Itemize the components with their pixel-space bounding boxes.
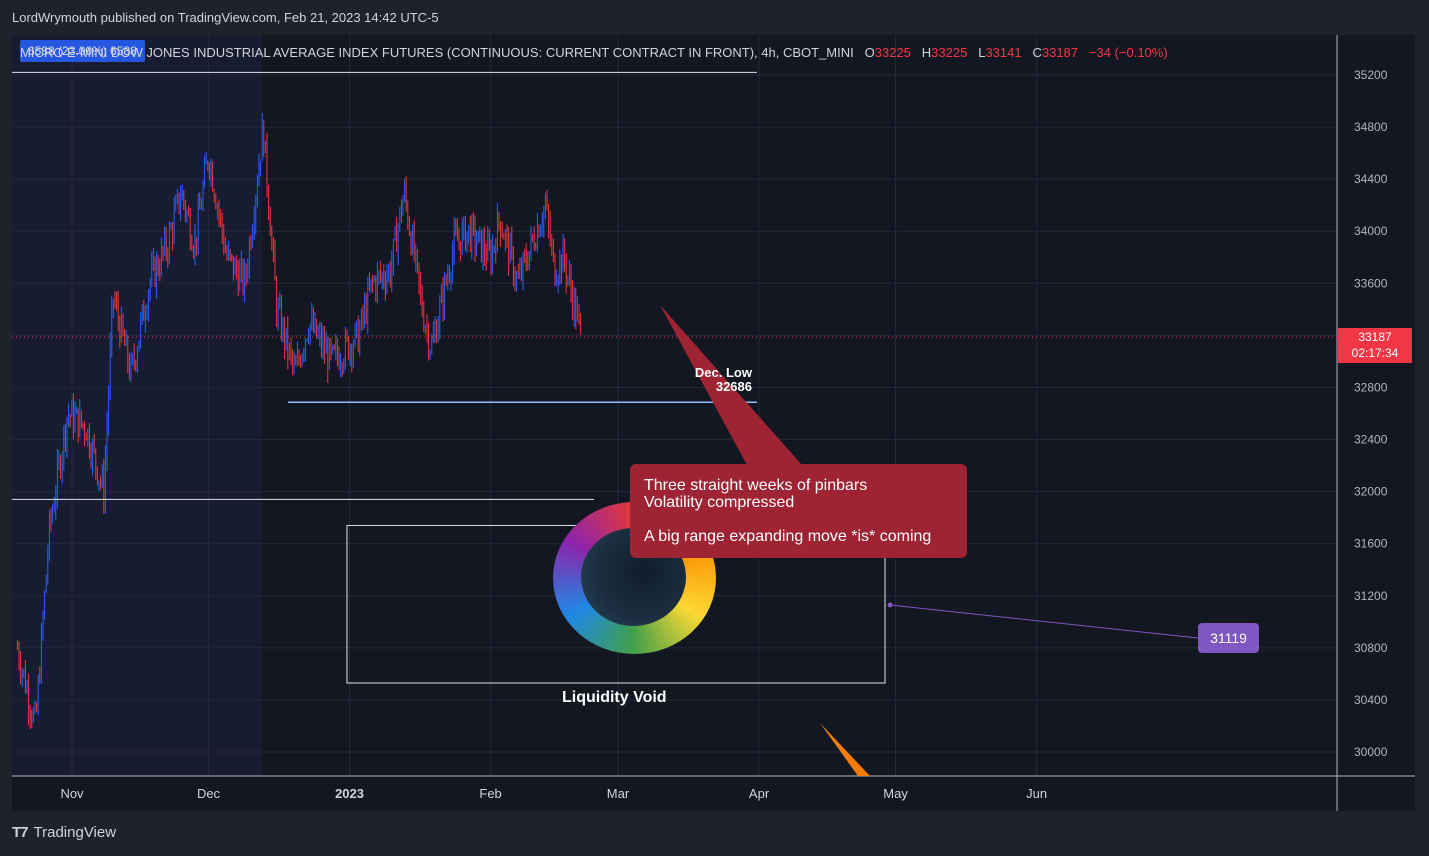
low-value: 33141 [985, 45, 1022, 60]
open-value: 33225 [874, 45, 911, 60]
target-price-tag[interactable]: 31119 [1198, 623, 1259, 653]
x-tick-label: Apr [749, 786, 770, 801]
forecast-arrow [820, 723, 870, 776]
y-tick-label: 34400 [1354, 172, 1388, 186]
y-tick-label: 31600 [1354, 537, 1388, 551]
y-tick-label: 34000 [1354, 224, 1388, 238]
symbol-legend: MICRO E-MINI DOW JONES INDUSTRIAL AVERAG… [20, 45, 1168, 60]
x-tick-label: Mar [607, 786, 630, 801]
bar-countdown: 02:17:34 [1351, 346, 1399, 360]
session-highlight [12, 35, 262, 776]
callout-line-2: Volatility compressed [644, 494, 795, 511]
y-tick-label: 31200 [1354, 589, 1388, 603]
x-tick-label: Dec [197, 786, 221, 801]
symbol-name: MICRO E-MINI DOW JONES INDUSTRIAL AVERAG… [20, 45, 854, 60]
low-label: L [978, 45, 986, 60]
last-price-tag: 33187 02:17:34 [1338, 328, 1412, 363]
tv-logo-text: TradingView [33, 824, 117, 841]
callout-box[interactable]: Three straight weeks of pinbars Volatili… [630, 464, 967, 558]
y-tick-label: 32800 [1354, 380, 1388, 394]
high-label: H [921, 45, 932, 60]
y-tick-label: 32000 [1354, 485, 1388, 499]
x-tick-label: Feb [479, 786, 501, 801]
x-tick-label: May [883, 786, 908, 801]
dec-low-title: Dec. Low [694, 365, 752, 380]
y-tick-label: 30800 [1354, 641, 1388, 655]
liquidity-void-label: Liquidity Void [562, 689, 667, 706]
y-tick-label: 33600 [1354, 276, 1388, 290]
target-anchor-dot [887, 602, 893, 608]
callout-line-1: Three straight weeks of pinbars [644, 477, 868, 494]
y-tick-label: 34800 [1354, 120, 1388, 134]
dec-low-value: 32686 [715, 379, 752, 394]
open-label: O [864, 45, 875, 60]
symbol-badge[interactable]: 6588 (23.00%) 6588 [20, 40, 145, 62]
price-chart[interactable]: 30000 30400 30800 31200 31600 32000 32400 32800… [12, 35, 1415, 811]
x-tick-label: 2023 [335, 786, 364, 801]
x-tick-label: Nov [60, 786, 84, 801]
tv-logo-icon: T7 [12, 824, 28, 841]
close-label: C [1032, 45, 1042, 60]
publisher-line: LordWrymouth published on TradingView.co… [12, 10, 439, 25]
callout-pointer [660, 305, 802, 465]
y-tick-label: 32400 [1354, 433, 1388, 447]
y-tick-label: 30000 [1354, 745, 1388, 759]
x-tick-label: Jun [1026, 786, 1047, 801]
callout-line-3: A big range expanding move *is* coming [644, 528, 932, 545]
chart-frame[interactable]: 30000 30400 30800 31200 31600 32000 32400 32800… [12, 35, 1415, 811]
y-tick-label: 30400 [1354, 693, 1388, 707]
last-price: 33187 [1358, 330, 1392, 344]
y-tick-label: 35200 [1354, 68, 1388, 82]
close-value: 33187 [1041, 45, 1079, 60]
change-value: −34 (−0.10%) [1088, 45, 1168, 60]
high-value: 33225 [931, 45, 968, 60]
tradingview-logo[interactable]: T7 TradingView [12, 824, 116, 841]
dec-low-label: Dec. Low 32686 [680, 366, 752, 394]
target-connector [889, 604, 1199, 639]
